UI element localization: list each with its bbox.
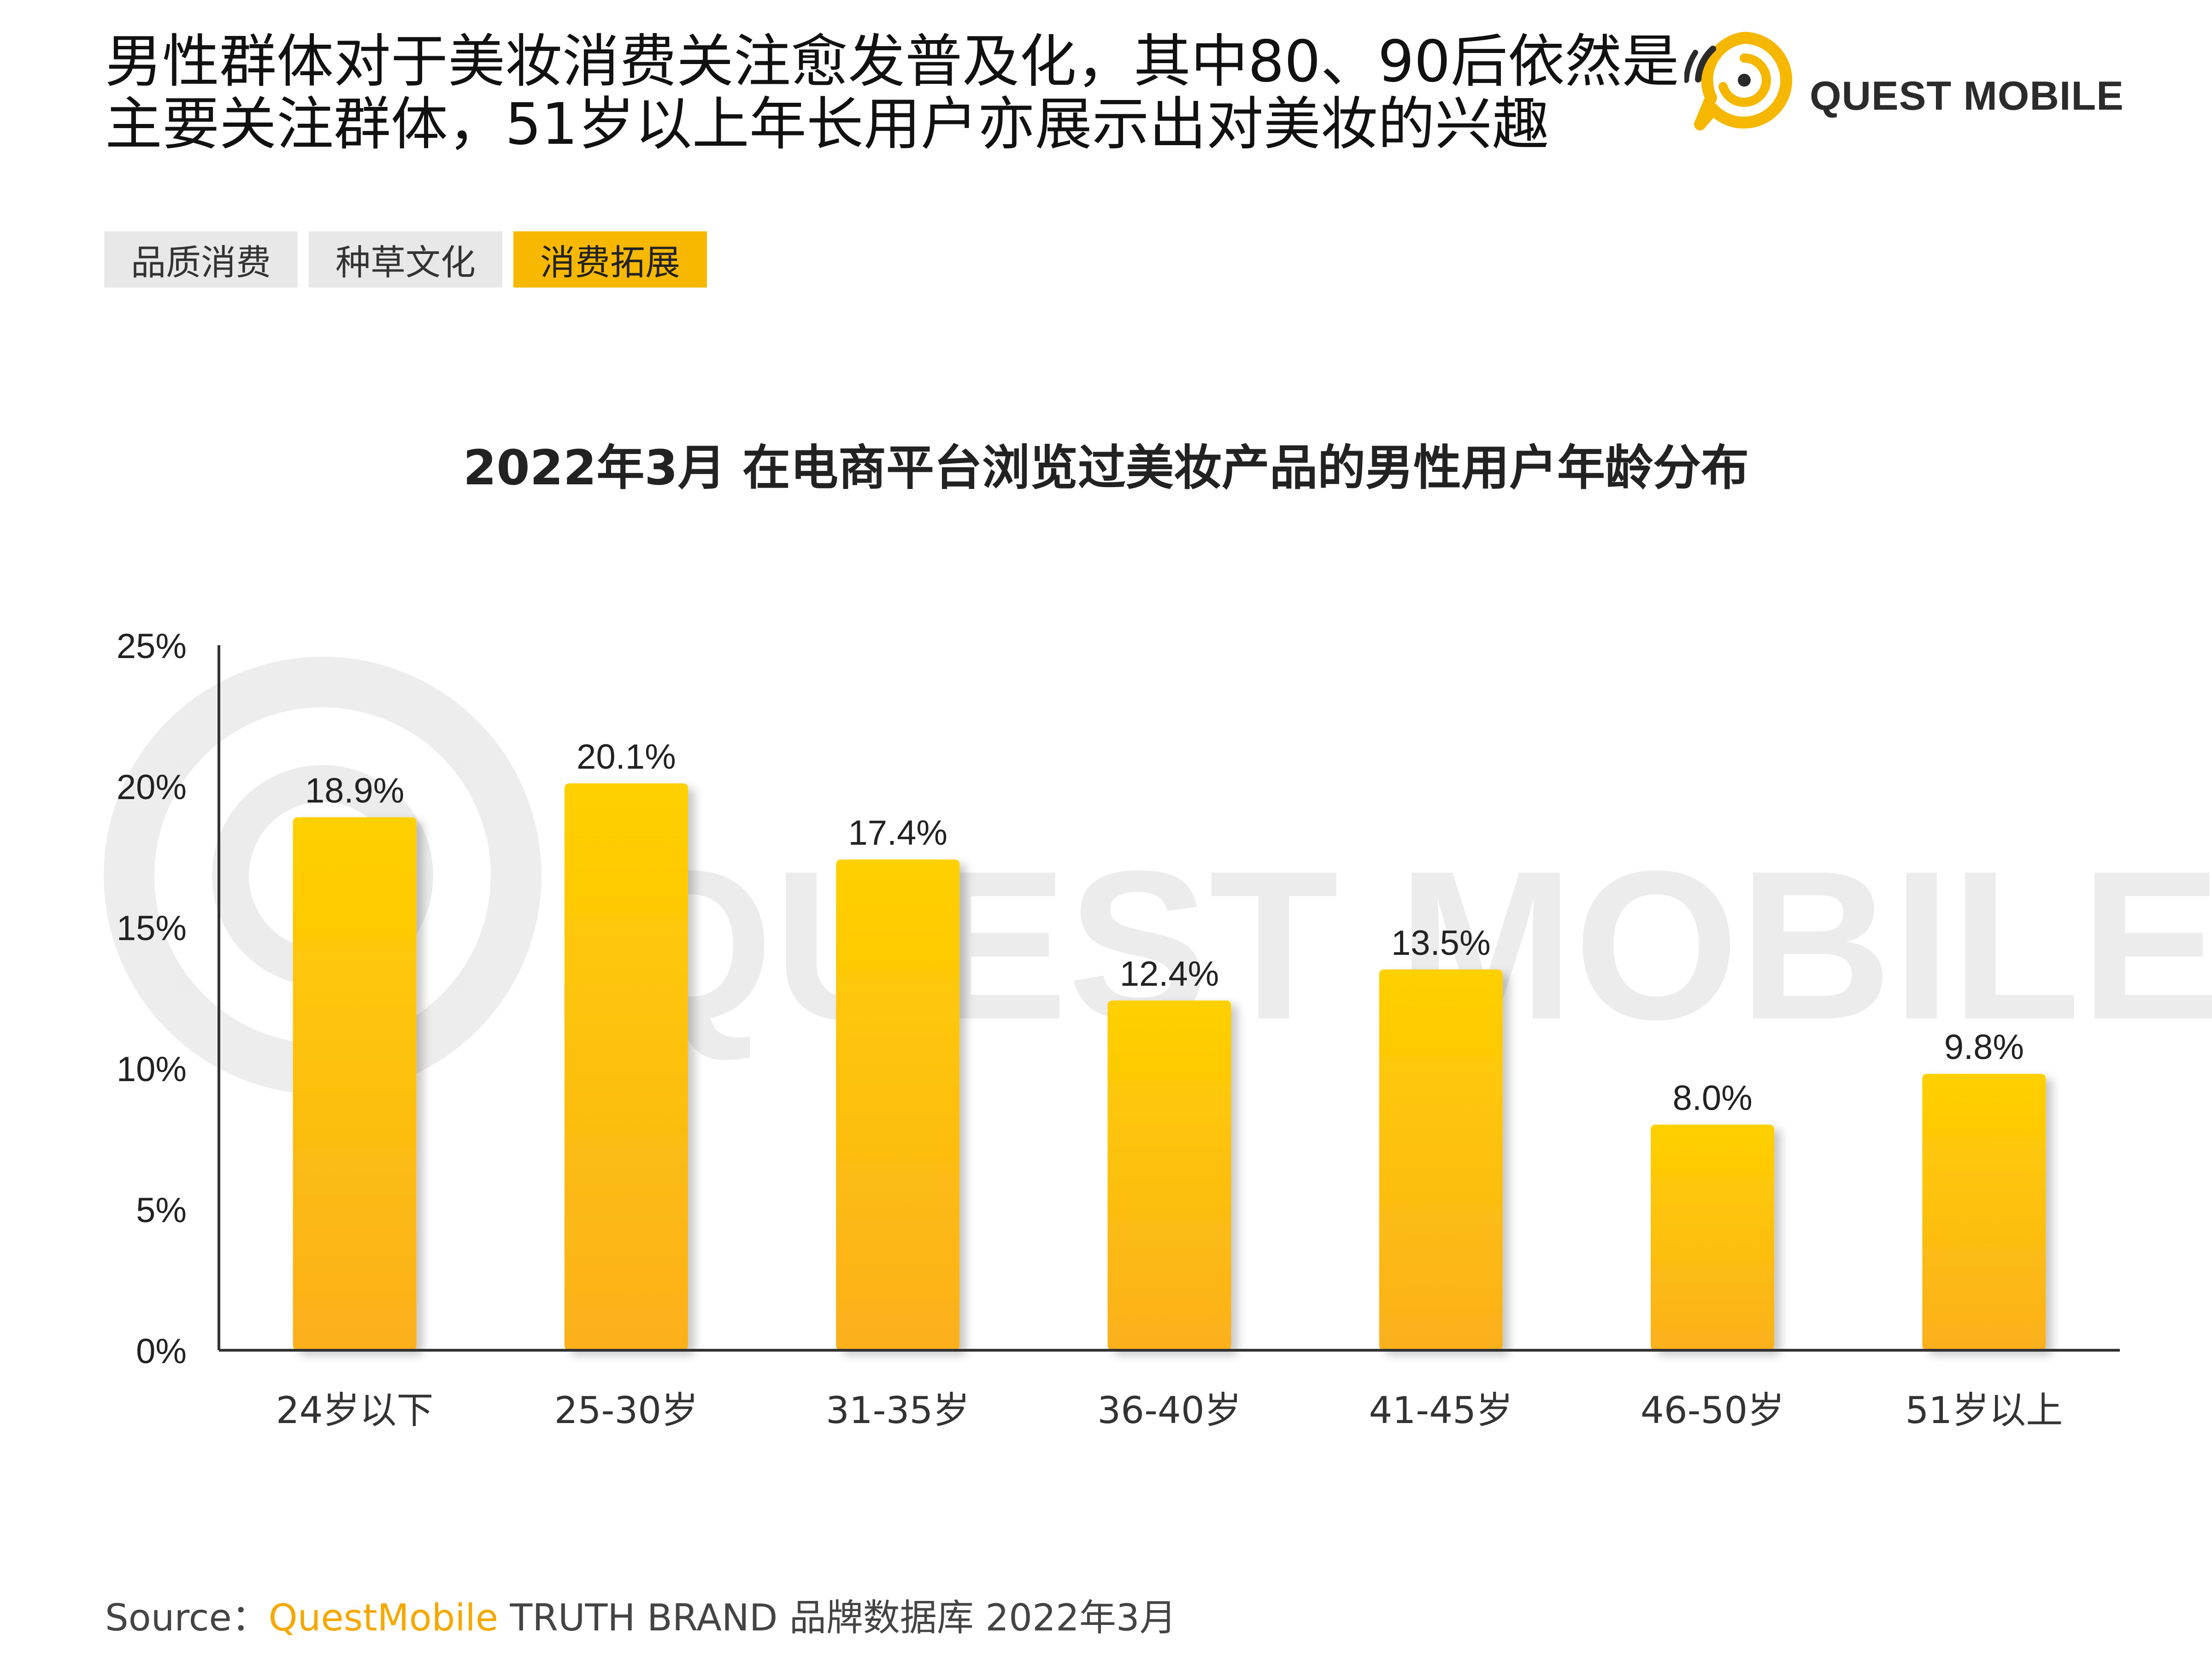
bar-value-label: 9.8% — [1944, 1028, 2024, 1067]
y-tick-label: 10% — [117, 1050, 187, 1089]
bar-value-label: 13.5% — [1391, 924, 1491, 963]
tag-grass-planting-culture[interactable]: 种草文化 — [309, 231, 502, 288]
bar-value-label: 18.9% — [305, 771, 405, 810]
bar — [1651, 1124, 1775, 1350]
quest-mobile-logo-icon — [1684, 32, 1793, 130]
x-category-label: 24岁以下 — [276, 1389, 434, 1432]
bar — [293, 817, 417, 1350]
x-category-label: 41-45岁 — [1369, 1389, 1513, 1432]
headline: 男性群体对于美妆消费关注愈发普及化，其中80、90后依然是主要关注群体，51岁以… — [105, 29, 1679, 158]
y-tick-label: 5% — [136, 1191, 187, 1230]
bar — [1922, 1074, 2046, 1350]
bar-value-label: 17.4% — [848, 813, 947, 853]
x-category-label: 36-40岁 — [1097, 1389, 1241, 1432]
tag-bar: 品质消费 种草文化 消费拓展 — [104, 231, 707, 288]
bar — [1379, 969, 1503, 1350]
y-tick-label: 0% — [136, 1332, 187, 1371]
bar — [1107, 1000, 1231, 1350]
bar — [836, 859, 960, 1350]
y-tick-label: 15% — [117, 909, 187, 948]
x-category-label: 46-50岁 — [1641, 1389, 1784, 1432]
bar-value-label: 12.4% — [1120, 954, 1219, 994]
brand-logo: QUEST MOBILE — [1684, 29, 2145, 135]
source-note: Source：QuestMobile TRUTH BRAND 品牌数据库 202… — [105, 1588, 1177, 1641]
x-category-label: 25-30岁 — [554, 1389, 698, 1432]
tag-quality-consumption[interactable]: 品质消费 — [104, 231, 298, 288]
tag-consumption-expansion[interactable]: 消费拓展 — [513, 231, 707, 288]
source-rest: TRUTH BRAND 品牌数据库 2022年3月 — [498, 1596, 1177, 1639]
bar — [564, 783, 688, 1350]
source-prefix: Source： — [105, 1596, 269, 1639]
source-brand: QuestMobile — [268, 1596, 499, 1639]
chart-title: 2022年3月 在电商平台浏览过美妆产品的男性用户年龄分布 — [463, 440, 1749, 496]
x-category-label: 51岁以上 — [1905, 1389, 2063, 1432]
bar-value-label: 8.0% — [1672, 1078, 1752, 1118]
y-tick-label: 25% — [117, 627, 187, 666]
x-category-label: 31-35岁 — [826, 1389, 970, 1432]
brand-name: QUEST MOBILE — [1810, 73, 2124, 118]
bar-value-label: 20.1% — [577, 737, 676, 777]
y-tick-label: 20% — [117, 768, 187, 807]
